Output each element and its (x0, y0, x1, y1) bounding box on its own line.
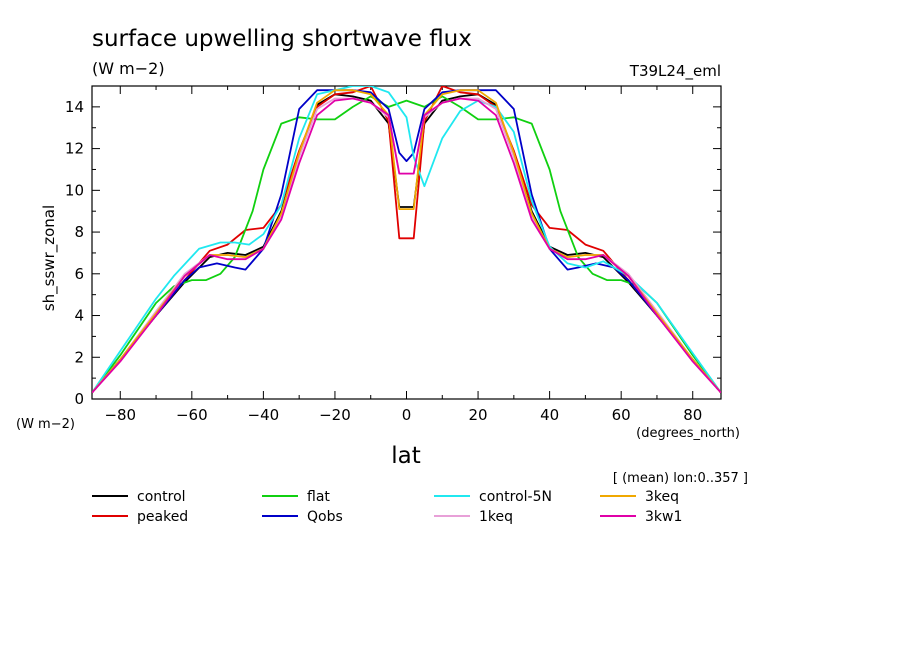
plot-frame-group (91, 85, 722, 400)
x-tick-label: −80 (104, 406, 136, 424)
y-tick-label: 10 (65, 181, 84, 199)
y-tick-label: 2 (74, 348, 84, 366)
run-label: T39L24_eml (629, 62, 721, 81)
averaging-note: [ (mean) lon:0..357 ] (613, 471, 748, 486)
legend-label-flat: flat (307, 489, 330, 505)
chart-subtitle-units: (W m−2) (92, 59, 165, 78)
y-tick-label: 6 (74, 265, 84, 283)
series-line-control (92, 93, 721, 394)
legend-label-3keq: 3keq (645, 489, 679, 505)
legend-label-control-5n: control-5N (479, 489, 552, 505)
x-axis-label: lat (391, 443, 421, 469)
series-line-flat (92, 95, 721, 394)
series-line-control-5n (92, 86, 721, 394)
x-tick-label: 0 (402, 406, 412, 424)
series-line-3keq (92, 89, 721, 394)
y-tick-label: 0 (74, 390, 84, 408)
legend-label-control: control (137, 489, 186, 505)
legend-label-1keq: 1keq (479, 509, 513, 525)
x-tick-label: −20 (319, 406, 351, 424)
y-tick-label: 12 (65, 140, 84, 158)
axis-ticks (92, 85, 721, 400)
y-tick-label: 8 (74, 223, 84, 241)
x-axis-units: (degrees_north) (636, 426, 740, 441)
series-line-3kw1 (92, 97, 721, 394)
legend-label-3kw1: 3kw1 (645, 509, 682, 525)
series-line-peaked (92, 86, 721, 394)
legend-label-qobs: Qobs (307, 509, 343, 525)
x-tick-label: −40 (248, 406, 280, 424)
x-tick-label: 80 (683, 406, 702, 424)
plot-frame (91, 85, 722, 400)
y-axis-units: (W m−2) (16, 417, 75, 432)
series-line-1keq (92, 97, 721, 394)
series-lines (92, 86, 721, 394)
y-tick-label: 14 (65, 98, 84, 116)
chart-title: surface upwelling shortwave flux (92, 26, 472, 52)
y-axis-label: sh_sswr_zonal (40, 205, 59, 311)
y-tick-label: 4 (74, 307, 84, 325)
x-tick-label: 60 (612, 406, 631, 424)
x-tick-label: 40 (540, 406, 559, 424)
series-line-qobs (92, 89, 721, 394)
x-tick-label: −60 (176, 406, 208, 424)
legend: control peaked flat Qobs control-5N 1keq 3keq 3… (92, 489, 682, 525)
legend-label-peaked: peaked (137, 509, 188, 525)
x-tick-label: 20 (469, 406, 488, 424)
